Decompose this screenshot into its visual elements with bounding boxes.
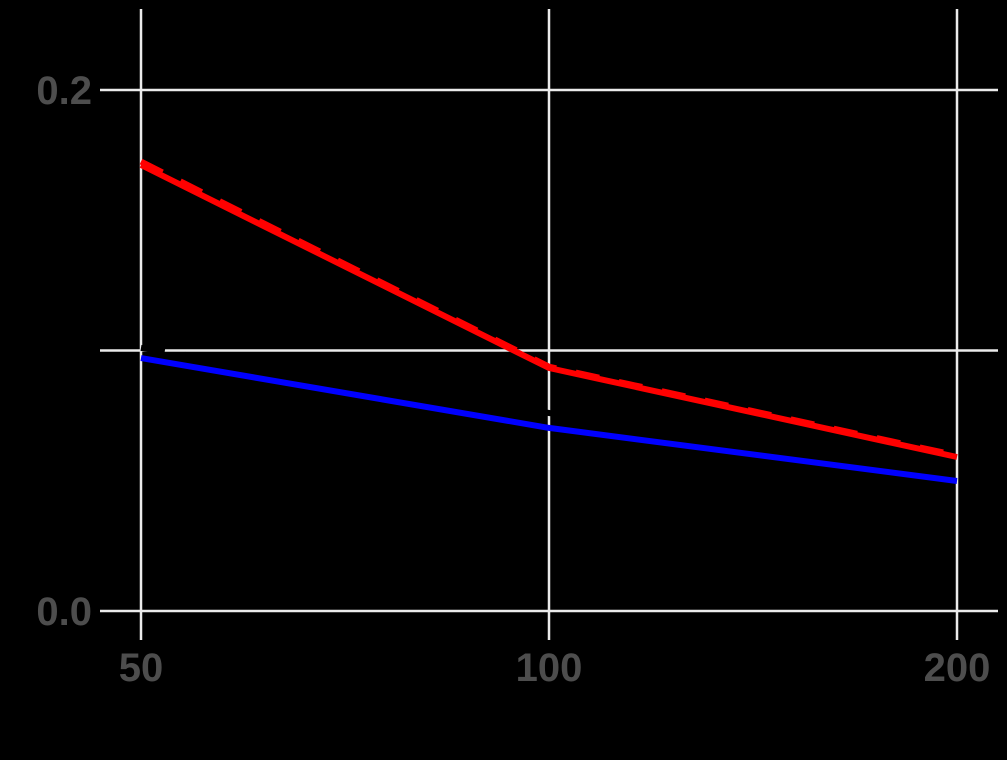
gridlines xyxy=(100,9,998,640)
series-lines xyxy=(139,158,958,484)
series-line-red-dashed xyxy=(139,158,958,459)
y-axis-tick-labels: 0.0 0.2 xyxy=(36,69,92,634)
x-axis-tick-labels: 50 100 200 xyxy=(119,646,991,690)
y-tick-label: 0.0 xyxy=(36,590,92,634)
series-line-blue-solid xyxy=(140,355,958,484)
x-tick-label: 50 xyxy=(119,646,164,690)
y-tick-label: 0.2 xyxy=(36,69,92,113)
x-tick-label: 200 xyxy=(924,646,991,690)
series-line-black-dashed xyxy=(140,344,958,474)
x-tick-label: 100 xyxy=(516,646,583,690)
